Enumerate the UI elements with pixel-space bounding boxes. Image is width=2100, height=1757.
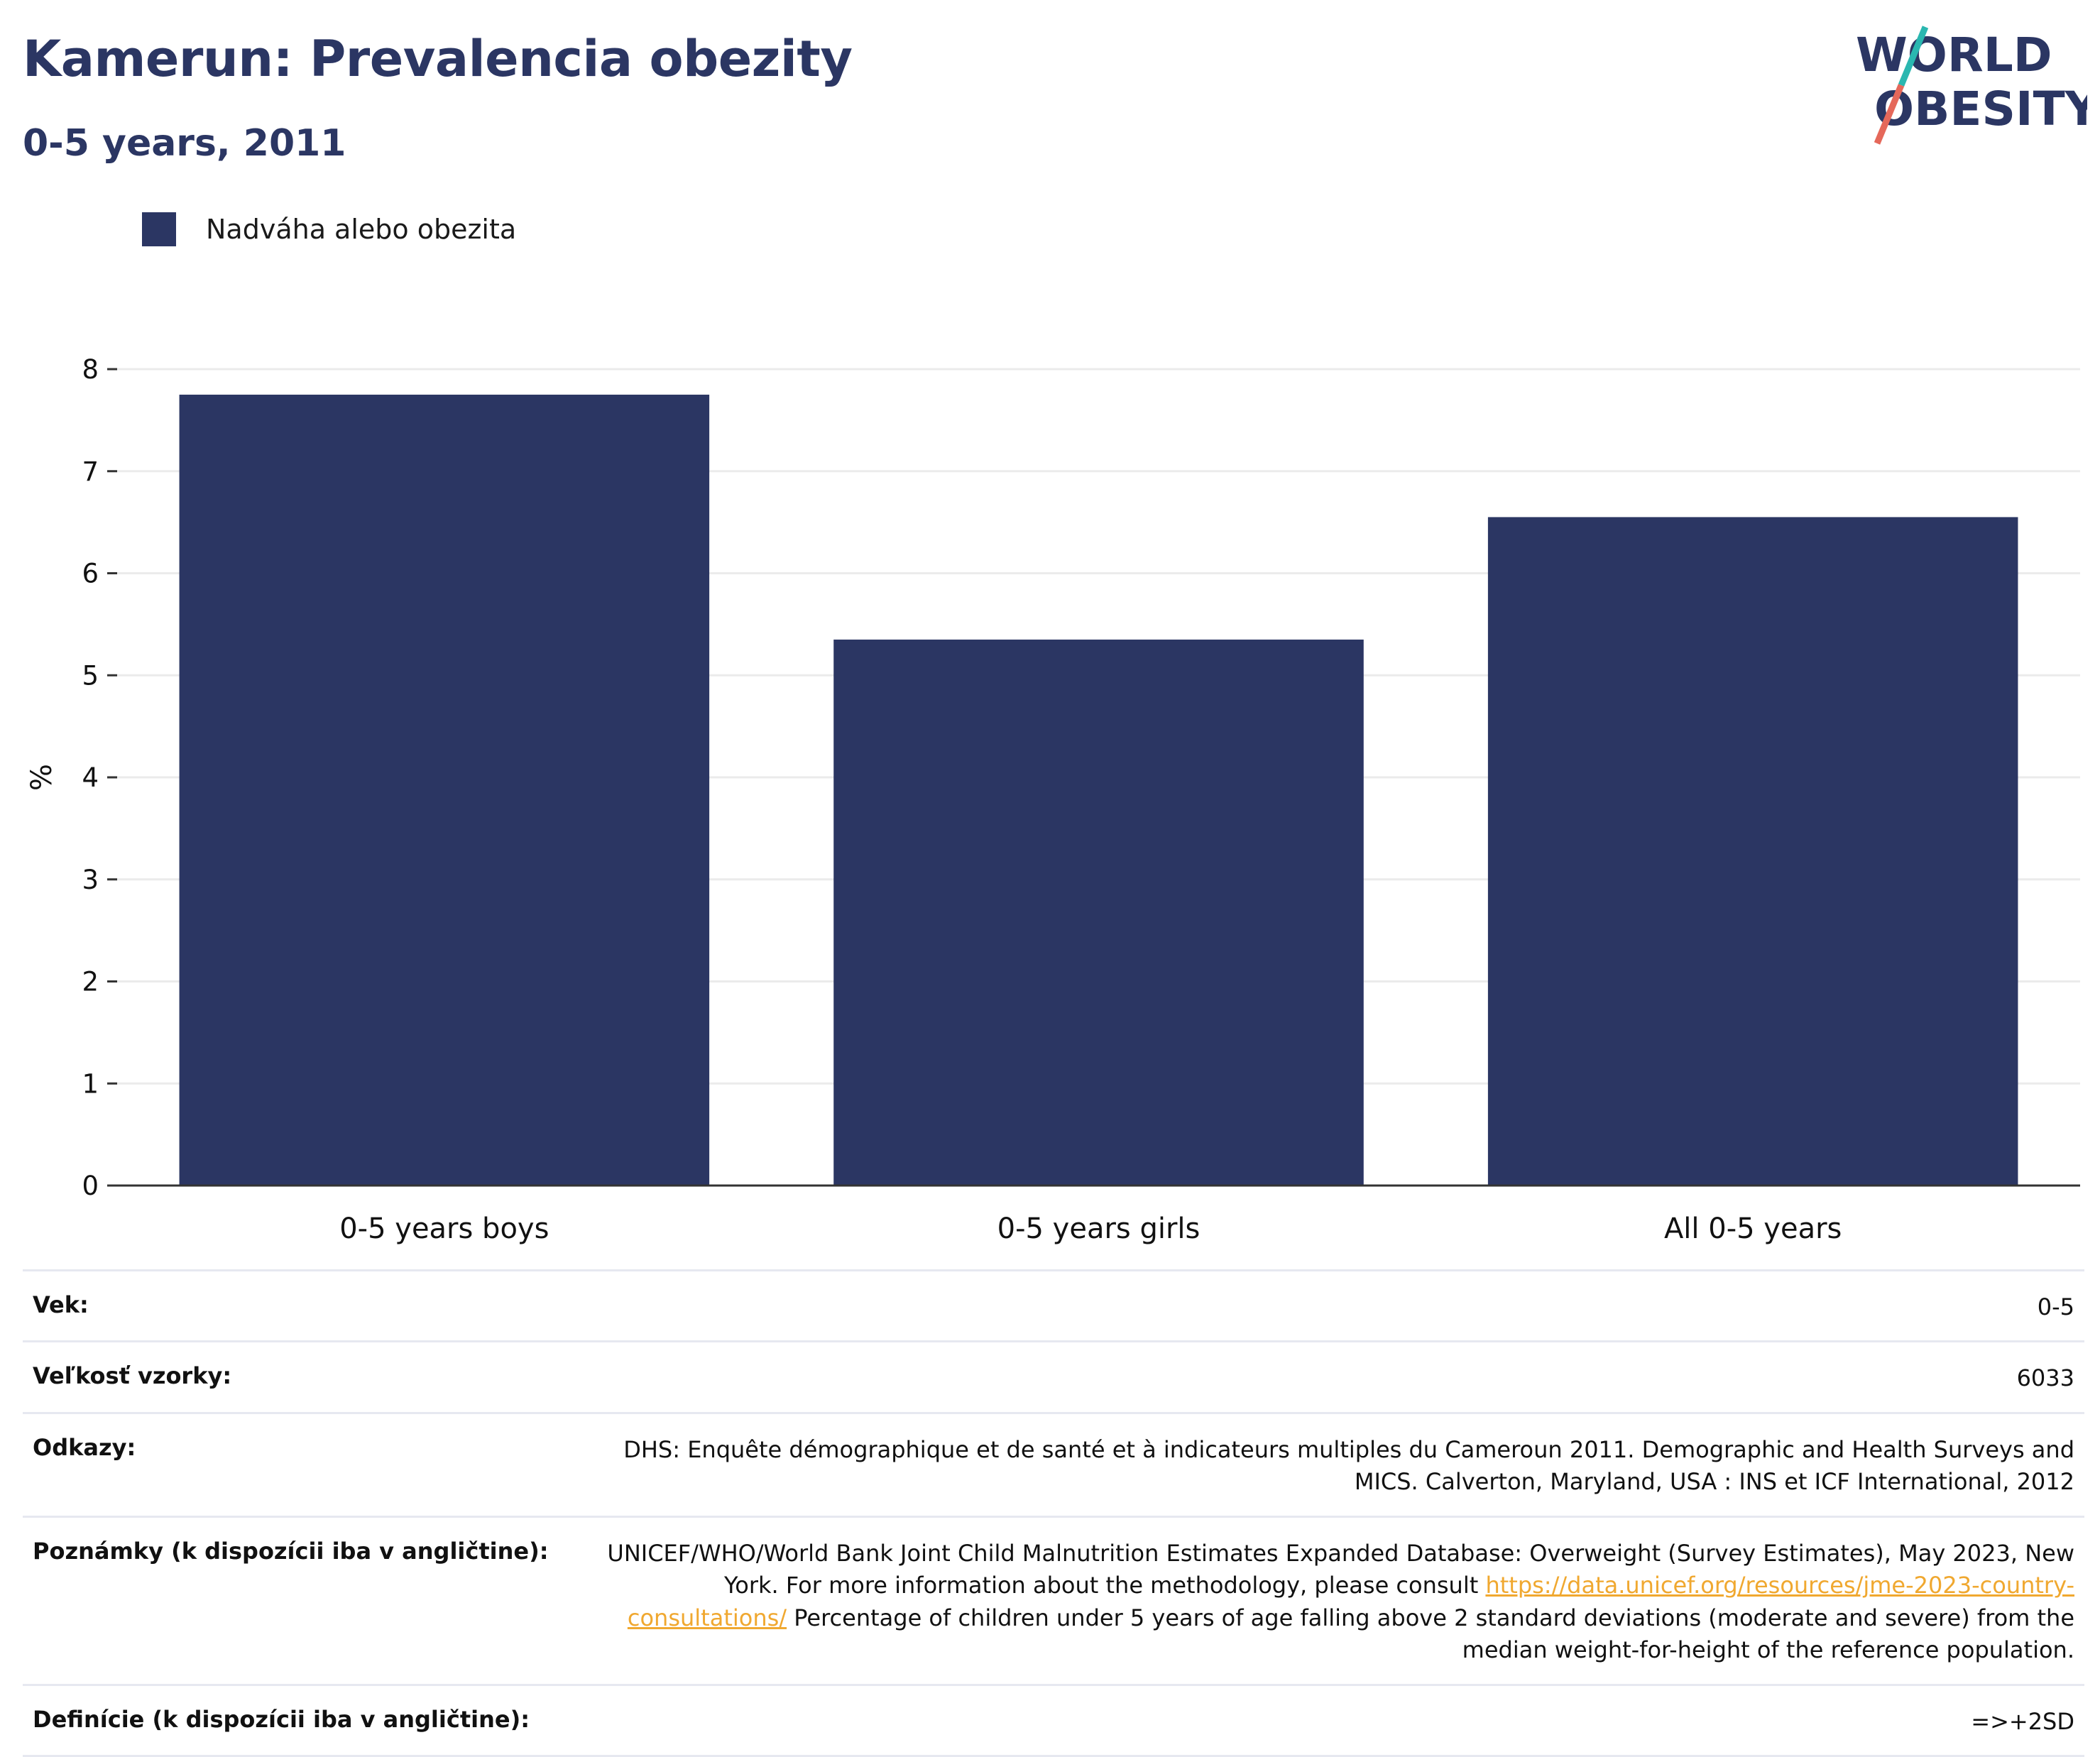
bar <box>833 639 1364 1186</box>
references-value: DHS: Enquête démographique et de santé e… <box>623 1435 2074 1496</box>
age-label: Vek: <box>33 1291 89 1318</box>
info-row-definitions: Definície (k dispozícii iba v angličtine… <box>23 1683 2084 1757</box>
chart-subtitle: 0-5 years, 2011 <box>23 122 346 165</box>
x-tick-label: 0-5 years girls <box>997 1213 1201 1245</box>
logo-slash-teal <box>1898 26 1929 87</box>
age-value: 0-5 <box>2037 1293 2074 1320</box>
y-tick-label: 7 <box>82 456 99 487</box>
bar <box>179 394 710 1186</box>
sample-size-value: 6033 <box>2016 1364 2074 1392</box>
definitions-label: Definície (k dispozícii iba v angličtine… <box>33 1705 530 1733</box>
y-tick-label: 1 <box>82 1068 99 1099</box>
logo-obesity-text: OBESITY <box>1874 82 2087 136</box>
bar <box>1487 517 2018 1186</box>
definitions-value: =>+2SD <box>1971 1707 2074 1735</box>
legend-label: Nadváha alebo obezita <box>206 214 517 245</box>
info-row-references: Odkazy: DHS: Enquête démographique et de… <box>23 1411 2084 1516</box>
notes-text-part2: Percentage of children under 5 years of … <box>787 1604 2074 1664</box>
notes-value: UNICEF/WHO/World Bank Joint Child Malnut… <box>598 1538 2074 1667</box>
chart-title: Kamerun: Prevalencia obezity <box>23 30 853 88</box>
y-tick-label: 5 <box>82 660 99 691</box>
world-obesity-logo: WORLD OBESITY <box>1856 26 2087 145</box>
y-tick-label: 4 <box>82 762 99 793</box>
sample-size-label: Veľkosť vzorky: <box>33 1362 232 1390</box>
info-row-sample-size: Veľkosť vzorky: 6033 <box>23 1340 2084 1411</box>
info-row-notes: Poznámky (k dispozícii iba v angličtine)… <box>23 1515 2084 1684</box>
notes-text-part1: UNICEF/WHO/World Bank Joint Child Malnut… <box>607 1539 2074 1599</box>
y-tick-label: 8 <box>82 354 99 385</box>
notes-label: Poznámky (k dispozícii iba v angličtine)… <box>33 1537 549 1565</box>
info-row-age: Vek: 0-5 <box>23 1269 2084 1340</box>
logo-world-text: WORLD <box>1856 28 2052 82</box>
legend-swatch <box>142 212 176 246</box>
logo-slash-coral <box>1874 84 1905 145</box>
info-table: Vek: 0-5 Veľkosť vzorky: 6033 Odkazy: DH… <box>23 1269 2084 1757</box>
methodology-link[interactable]: https://data.unicef.org/resources/jme-20… <box>627 1572 2074 1631</box>
x-tick-label: 0-5 years boys <box>339 1213 549 1245</box>
y-tick-label: 0 <box>82 1171 99 1201</box>
y-tick-label: 6 <box>82 559 99 589</box>
bar-chart: 0 1 2 3 4 5 6 7 8% 0-5 years boys 0-5 years girls A… <box>26 354 2080 1245</box>
y-axis-title: % <box>26 764 58 791</box>
y-tick-label: 3 <box>82 865 99 895</box>
y-tick-label: 2 <box>82 967 99 997</box>
x-tick-label: All 0-5 years <box>1664 1213 1842 1245</box>
chart-legend: Nadváha alebo obezita <box>142 212 516 247</box>
references-label: Odkazy: <box>33 1433 136 1461</box>
